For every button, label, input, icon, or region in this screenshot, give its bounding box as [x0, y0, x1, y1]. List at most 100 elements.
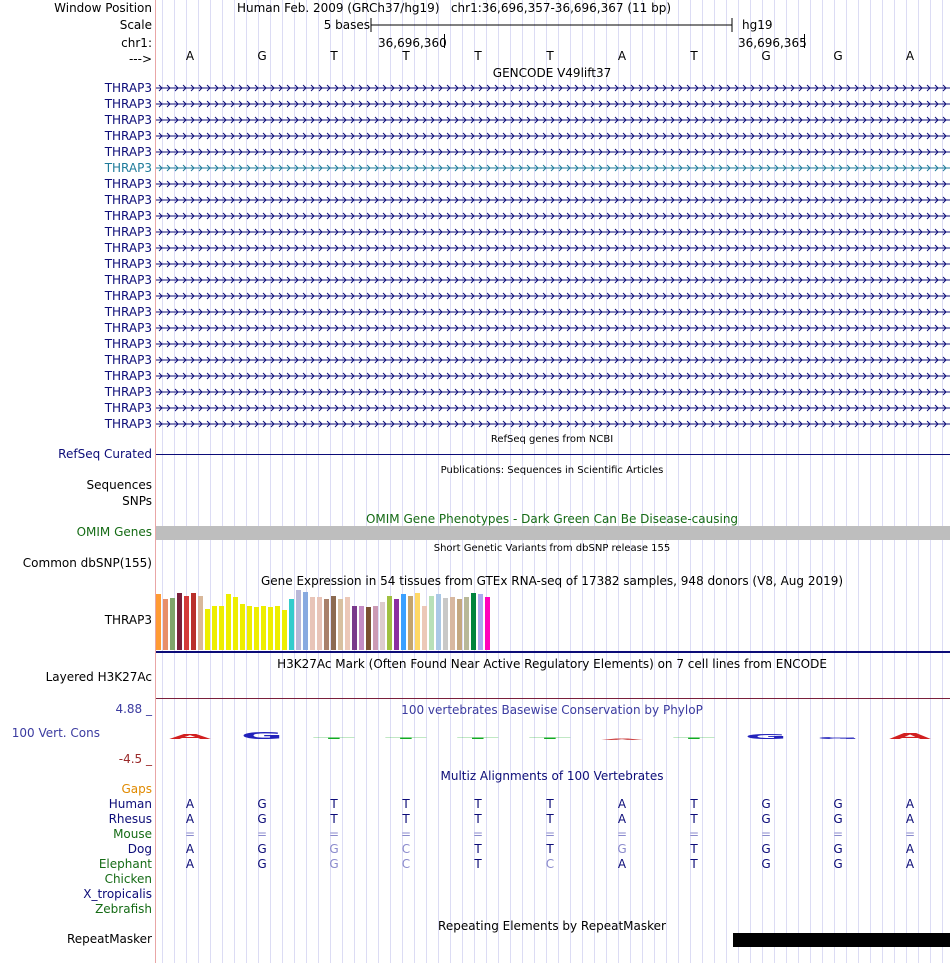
omim-label[interactable]: OMIM Genes: [76, 525, 152, 539]
gtex-tissue-bar: [373, 606, 378, 650]
gencode-transcript-label[interactable]: THRAP3: [104, 193, 152, 207]
multiz-species-label: Dog: [127, 842, 152, 856]
window-position-label: Window Position: [54, 1, 152, 15]
gencode-transcript[interactable]: [156, 227, 950, 237]
multiz-base: G: [833, 842, 843, 856]
gtex-tissue-bar: [352, 606, 357, 650]
gencode-transcript-label[interactable]: THRAP3: [104, 321, 152, 335]
multiz-species-label: Zebrafish: [95, 902, 152, 916]
multiz-base: T: [474, 842, 482, 856]
multiz-base: T: [402, 797, 410, 811]
gencode-transcript[interactable]: [156, 419, 950, 429]
omim-gene-block[interactable]: [156, 526, 950, 540]
publications-title: Publications: Sequences in Scientific Ar…: [440, 465, 664, 476]
multiz-base: G: [761, 812, 771, 826]
gencode-transcript[interactable]: [156, 323, 950, 333]
gencode-transcript-label[interactable]: THRAP3: [104, 97, 152, 111]
gtex-tissue-bar: [219, 606, 224, 650]
gencode-transcript[interactable]: [156, 371, 950, 381]
snps-label[interactable]: SNPs: [122, 494, 152, 508]
gencode-transcript-label[interactable]: THRAP3: [104, 81, 152, 95]
multiz-base: T: [690, 857, 698, 871]
gencode-transcript-label[interactable]: THRAP3: [104, 385, 152, 399]
label-separator: [155, 0, 156, 963]
gencode-transcript-label[interactable]: THRAP3: [104, 177, 152, 191]
gencode-transcript[interactable]: [156, 355, 950, 365]
gencode-transcript-label[interactable]: THRAP3: [104, 209, 152, 223]
gencode-transcript[interactable]: [156, 83, 950, 93]
multiz-base: T: [474, 857, 482, 871]
gencode-transcript[interactable]: [156, 259, 950, 269]
gtex-tissue-bar: [380, 602, 385, 650]
gtex-tissue-bar: [198, 596, 203, 650]
gencode-transcript-label[interactable]: THRAP3: [104, 161, 152, 175]
gencode-transcript[interactable]: [156, 115, 950, 125]
track-image-panel[interactable]: Human Feb. 2009 (GRCh37/hg19) chr1:36,69…: [156, 0, 950, 963]
gencode-transcript-label[interactable]: THRAP3: [104, 305, 152, 319]
gencode-transcript[interactable]: [156, 403, 950, 413]
gtex-label[interactable]: THRAP3: [104, 613, 152, 627]
gencode-transcript-label[interactable]: THRAP3: [104, 337, 152, 351]
gtex-tissue-bar: [429, 596, 434, 650]
gencode-transcript-label[interactable]: THRAP3: [104, 113, 152, 127]
gtex-tissue-bar: [310, 597, 315, 650]
transcript-intron-arrows: [156, 164, 950, 172]
phylop-conservation-logo[interactable]: A G T T T TAT G G A: [156, 718, 950, 762]
transcript-intron-arrows: [156, 100, 950, 108]
gtex-tissue-bar: [366, 607, 371, 650]
multiz-species-label: X_tropicalis: [83, 887, 152, 901]
transcript-intron-arrows: [156, 324, 950, 332]
cons-label[interactable]: 100 Vert. Cons: [11, 726, 100, 740]
gtex-tissue-bar: [345, 597, 350, 650]
multiz-species-label: Human: [108, 797, 152, 811]
gencode-transcript[interactable]: [156, 307, 950, 317]
multiz-base: G: [257, 842, 267, 856]
gencode-transcript-label[interactable]: THRAP3: [104, 129, 152, 143]
gencode-transcript-label[interactable]: THRAP3: [104, 401, 152, 415]
gencode-transcript[interactable]: [156, 99, 950, 109]
gencode-transcript[interactable]: [156, 163, 950, 173]
multiz-base: =: [904, 827, 916, 841]
multiz-base: T: [690, 797, 698, 811]
gencode-transcript-label[interactable]: THRAP3: [104, 145, 152, 159]
transcript-intron-arrows: [156, 308, 950, 316]
gencode-transcript-label[interactable]: THRAP3: [104, 273, 152, 287]
multiz-base: G: [833, 797, 843, 811]
gencode-transcript[interactable]: [156, 243, 950, 253]
multiz-base: G: [329, 857, 339, 871]
transcript-intron-arrows: [156, 356, 950, 364]
gencode-transcript-label[interactable]: THRAP3: [104, 241, 152, 255]
gencode-transcript-label[interactable]: THRAP3: [104, 225, 152, 239]
gtex-tissue-bar: [268, 607, 273, 650]
gencode-transcript[interactable]: [156, 387, 950, 397]
gencode-transcript[interactable]: [156, 147, 950, 157]
multiz-base: =: [544, 827, 556, 841]
gencode-transcript[interactable]: [156, 179, 950, 189]
gencode-transcript[interactable]: [156, 339, 950, 349]
dna-base: G: [257, 49, 267, 63]
gencode-transcript-label[interactable]: THRAP3: [104, 257, 152, 271]
gencode-transcript[interactable]: [156, 131, 950, 141]
multiz-species-label: Chicken: [104, 872, 152, 886]
dbsnp-title: Short Genetic Variants from dbSNP releas…: [433, 543, 671, 554]
repeatmasker-element[interactable]: [733, 933, 950, 947]
gencode-transcript[interactable]: [156, 211, 950, 221]
gencode-transcript-label[interactable]: THRAP3: [104, 369, 152, 383]
gencode-transcript-label[interactable]: THRAP3: [104, 289, 152, 303]
gtex-title: Gene Expression in 54 tissues from GTEx …: [260, 574, 844, 588]
gencode-transcript-label[interactable]: THRAP3: [104, 353, 152, 367]
phylop-logo-base: A: [169, 733, 213, 741]
refseq-gene-line[interactable]: [156, 454, 950, 455]
gencode-transcript[interactable]: [156, 195, 950, 205]
dbsnp-label[interactable]: Common dbSNP(155): [22, 556, 152, 570]
gencode-transcript-label[interactable]: THRAP3: [104, 417, 152, 431]
h3k27ac-label[interactable]: Layered H3K27Ac: [45, 670, 152, 684]
transcript-intron-arrows: [156, 196, 950, 204]
sequences-label[interactable]: Sequences: [86, 478, 152, 492]
gencode-transcript[interactable]: [156, 275, 950, 285]
gtex-bar-chart[interactable]: [156, 588, 950, 654]
repeatmasker-label[interactable]: RepeatMasker: [66, 932, 152, 946]
refseq-label[interactable]: RefSeq Curated: [58, 447, 152, 461]
gencode-transcript[interactable]: [156, 291, 950, 301]
